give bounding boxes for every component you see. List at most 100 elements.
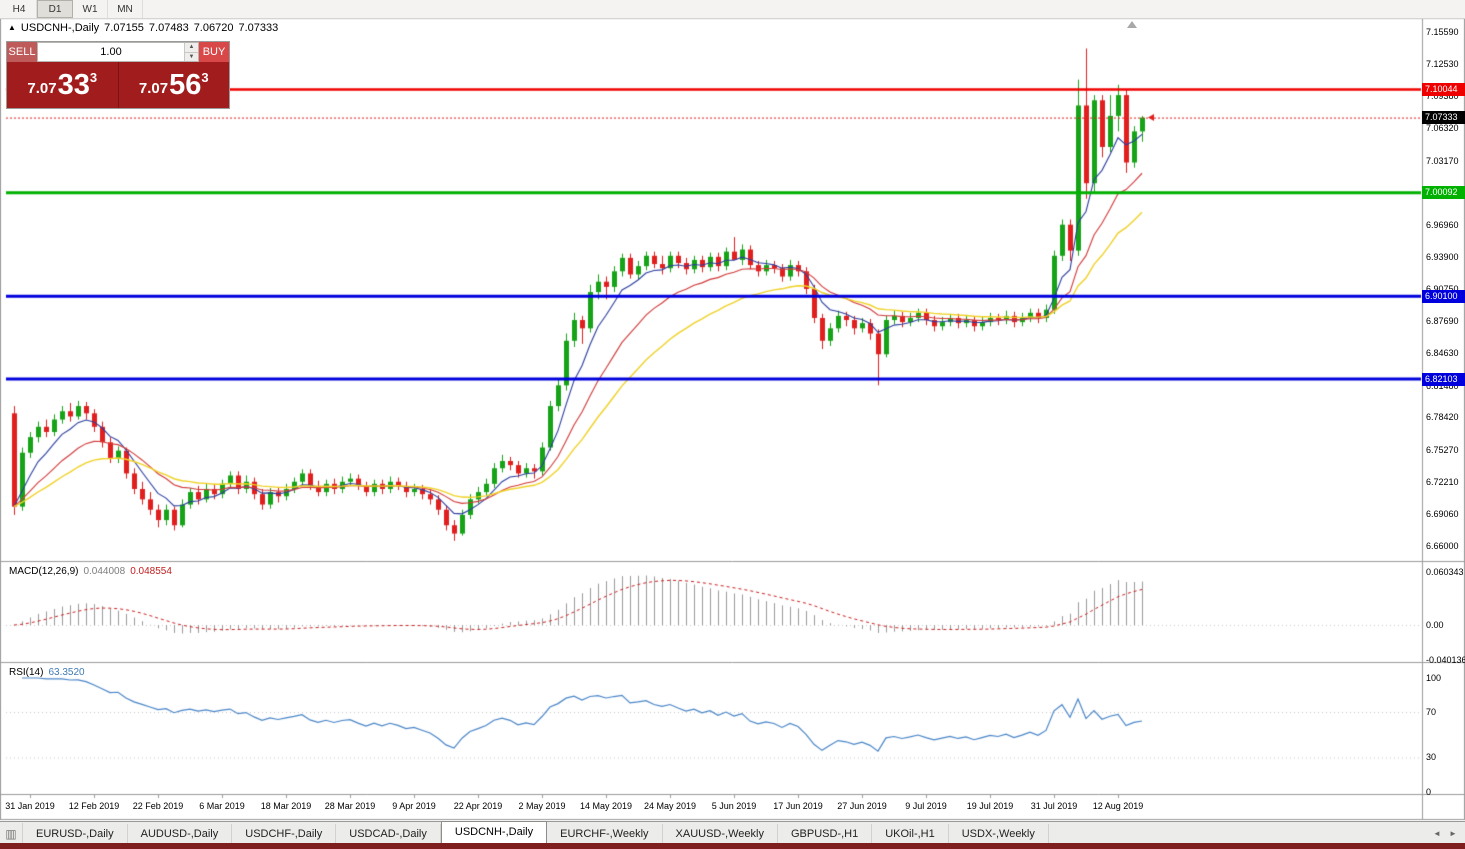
price-axis-label: 6.87690 (1426, 316, 1459, 327)
price-axis-label: 7.03170 (1426, 155, 1459, 166)
date-axis-label: 24 May 2019 (643, 801, 697, 811)
macd-axis-label: 0.060343 (1426, 567, 1464, 578)
date-axis-label: 31 Jul 2019 (1030, 801, 1078, 811)
rsi-value: 63.3520 (48, 667, 85, 678)
price-axis-label: 6.66000 (1426, 541, 1459, 551)
volume-field: ▲ ▼ (37, 42, 199, 62)
macd-name: MACD(12,26,9) (9, 566, 79, 577)
chart-tab-eurusd-daily[interactable]: EURUSD-,Daily (23, 824, 128, 844)
macd-axis-label: 0.00 (1426, 620, 1444, 630)
ohlc-high-value: 7.07483 (148, 22, 189, 34)
date-axis-label: 31 Jan 2019 (5, 801, 55, 811)
volume-input[interactable] (38, 43, 184, 61)
chart-tab-usdx-weekly[interactable]: USDX-,Weekly (949, 824, 1049, 844)
buy-price-prefix: 7.07 (138, 79, 169, 97)
chart-tab-eurchf-weekly[interactable]: EURCHF-,Weekly (547, 824, 663, 844)
price-tag: 7.00092 (1422, 186, 1465, 200)
price-axis-label: 7.09380 (1426, 91, 1459, 102)
price-tag: 6.82103 (1422, 372, 1465, 386)
price-tag: 6.90100 (1422, 289, 1465, 303)
macd-main-value: 0.044008 (83, 566, 126, 577)
macd-axis-label: -0.040136 (1426, 655, 1465, 666)
chart-tab-gbpusd-h1[interactable]: GBPUSD-,H1 (778, 824, 873, 844)
timeframe-button-h4[interactable]: H4 (2, 0, 37, 18)
taskbar-strip (0, 843, 1465, 849)
date-axis-label: 12 Feb 2019 (68, 801, 120, 811)
date-axis-label: 17 Jun 2019 (773, 801, 823, 811)
sell-price-pips: 33 (57, 68, 90, 101)
rsi-axis-label: 30 (1426, 752, 1437, 763)
price-axis-label: 7.15590 (1426, 27, 1459, 37)
chart-tabs: EURUSD-,Daily AUDUSD-,Daily USDCHF-,Daily U… (23, 821, 1049, 844)
price-axis-label: 6.78420 (1426, 412, 1459, 423)
date-axis-label: 22 Feb 2019 (132, 801, 184, 811)
chart-tab-audusd-daily[interactable]: AUDUSD-,Daily (128, 824, 233, 844)
timeframe-button-d1[interactable]: D1 (37, 0, 73, 18)
tabs-scroll-right-icon[interactable]: ► (1449, 828, 1457, 838)
rsi-axis-label: 100 (1426, 673, 1442, 683)
timeframe-toolbar-group: H4 D1 W1 MN (0, 0, 143, 18)
chart-tab-bar: ▥ EURUSD-,Daily AUDUSD-,Daily USDCHF-,Dail… (0, 821, 1465, 844)
chart-tab-usdcad-daily[interactable]: USDCAD-,Daily (336, 824, 441, 844)
price-axis-label: 6.84630 (1426, 347, 1459, 358)
price-axis-label: 6.90750 (1426, 284, 1459, 294)
date-axis-label: 14 May 2019 (579, 801, 633, 811)
chart-tab-ukoil-h1[interactable]: UKOil-,H1 (872, 824, 949, 844)
rsi-name: RSI(14) (9, 667, 44, 678)
date-axis-label: 19 Jul 2019 (966, 801, 1014, 811)
chart-symbol-period: USDCNH-,Daily (20, 22, 100, 34)
volume-spinner: ▲ ▼ (184, 43, 198, 61)
macd-signal-value: 0.048554 (130, 566, 172, 577)
chart-tab-xauusd-weekly[interactable]: XAUUSD-,Weekly (663, 824, 778, 844)
sell-price-prefix: 7.07 (27, 79, 57, 97)
chart-tab-usdchf-daily[interactable]: USDCHF-,Daily (232, 824, 337, 844)
price-axis-label: 6.96960 (1426, 220, 1459, 231)
price-axis-label: 6.69060 (1426, 509, 1459, 520)
buy-price-pipette: 3 (201, 69, 209, 85)
ohlc-low-value: 7.06720 (193, 22, 234, 34)
price-axis-label: 6.93900 (1426, 251, 1459, 262)
ohlc-open-value: 7.07155 (104, 22, 144, 34)
symbol-marker-icon: ▲ (8, 23, 16, 32)
chart-list-icon[interactable]: ▥ (0, 823, 23, 844)
price-tag: 7.10044 (1422, 82, 1465, 96)
tabs-scroll-left-icon[interactable]: ◄ (1433, 828, 1441, 838)
sell-button[interactable]: SELL (7, 42, 37, 62)
date-axis-label: 2 May 2019 (518, 801, 566, 811)
macd-indicator-label: MACD(12,26,9) 0.044008 0.048554 (9, 566, 177, 577)
sell-price-display[interactable]: 7.07 33 3 (7, 62, 119, 108)
buy-button[interactable]: BUY (199, 42, 229, 62)
price-axis-label: 6.72210 (1426, 476, 1459, 487)
price-axis-label: 7.06320 (1426, 123, 1459, 134)
date-axis-label: 6 Mar 2019 (199, 801, 245, 811)
rsi-axis-label: 0 (1426, 786, 1432, 797)
buy-price-pips: 56 (169, 68, 202, 101)
chart-shift-marker[interactable] (1127, 21, 1137, 28)
rsi-indicator-label: RSI(14) 63.3520 (9, 667, 90, 678)
date-axis-label: 5 Jun 2019 (711, 801, 757, 811)
date-axis-label: 12 Aug 2019 (1092, 801, 1144, 811)
rsi-axis-label: 70 (1426, 707, 1437, 718)
price-tag: 7.07333 (1422, 111, 1465, 125)
timeframe-toolbar: H4 D1 W1 MN (0, 0, 1465, 19)
price-axis-label: 7.12530 (1426, 58, 1459, 69)
ohlc-close-value: 7.07333 (238, 22, 279, 34)
date-axis-label: 28 Mar 2019 (324, 801, 376, 811)
date-axis-label: 18 Mar 2019 (260, 801, 312, 811)
chart-ohlc-title: ▲ USDCNH-,Daily 7.07155 7.07483 7.06720 7.073… (8, 22, 283, 34)
date-axis-label: 22 Apr 2019 (453, 801, 503, 811)
date-axis-label: 9 Jul 2019 (905, 801, 947, 811)
buy-price-display[interactable]: 7.07 56 3 (118, 62, 229, 108)
price-axis-label: 6.75270 (1426, 444, 1459, 455)
timeframe-button-w1[interactable]: W1 (73, 0, 108, 18)
date-axis-label: 27 Jun 2019 (837, 801, 887, 811)
sell-price-pipette: 3 (89, 69, 98, 85)
volume-spinner-down-icon[interactable]: ▼ (185, 52, 198, 61)
tab-scroll-arrows: ◄ ► (1429, 822, 1465, 844)
volume-spinner-up-icon[interactable]: ▲ (185, 43, 198, 53)
chart-tab-usdcnh-daily[interactable]: USDCNH-,Daily (440, 821, 548, 844)
timeframe-button-mn[interactable]: MN (108, 0, 143, 18)
